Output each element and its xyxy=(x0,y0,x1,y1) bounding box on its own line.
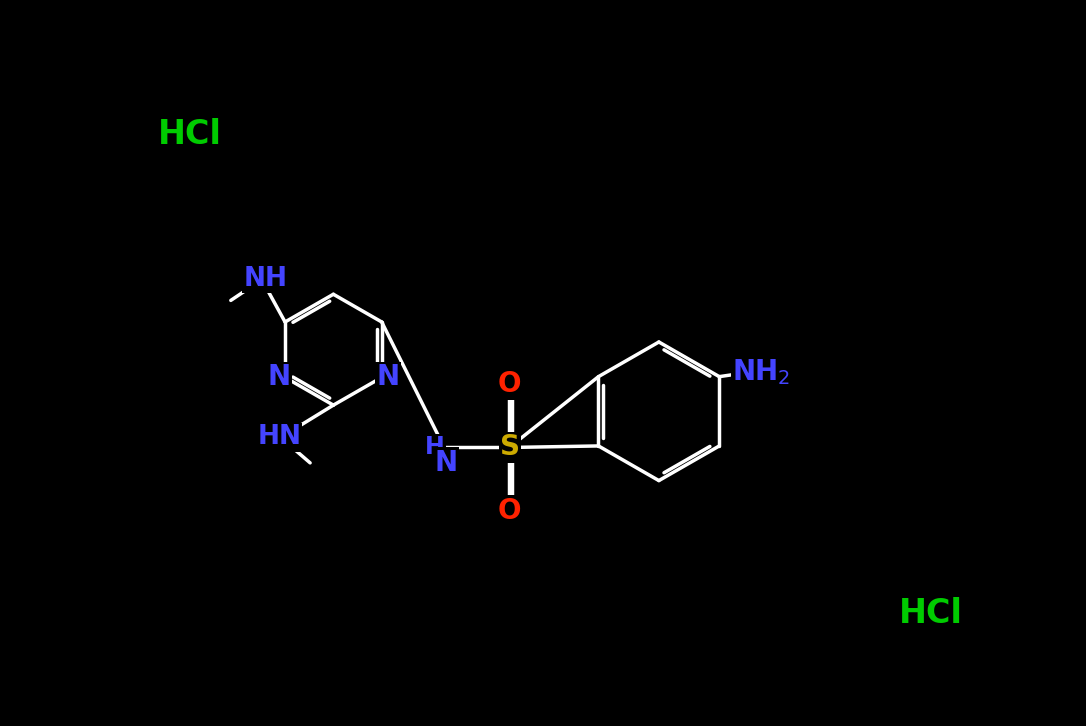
Text: HN: HN xyxy=(257,425,301,450)
Text: H: H xyxy=(425,435,445,459)
Text: O: O xyxy=(497,370,521,399)
Text: NH$_2$: NH$_2$ xyxy=(732,357,791,387)
Text: NH: NH xyxy=(243,266,288,292)
Text: S: S xyxy=(500,433,520,462)
Text: HCl: HCl xyxy=(157,118,222,150)
Text: HCl: HCl xyxy=(899,597,963,630)
Text: N: N xyxy=(434,449,457,477)
Text: N: N xyxy=(267,364,290,391)
Text: O: O xyxy=(497,497,521,525)
Text: N: N xyxy=(377,364,400,391)
